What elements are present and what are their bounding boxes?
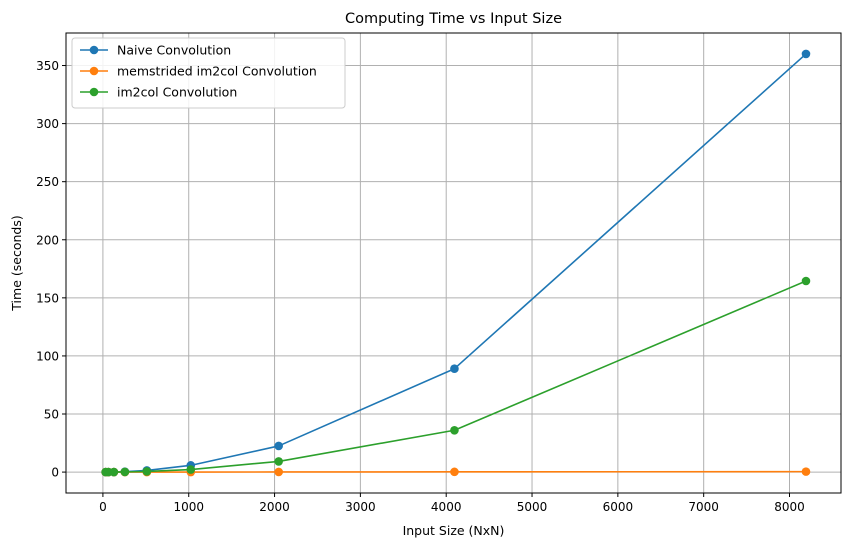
x-axis-label: Input Size (NxN): [403, 523, 505, 538]
x-tick-label: 0: [99, 500, 107, 514]
x-tick-label: 6000: [603, 500, 634, 514]
data-point: [274, 441, 283, 451]
chart-title: Computing Time vs Input Size: [345, 11, 562, 27]
y-axis-label: Time (seconds): [9, 215, 24, 311]
legend-item: im2col Convolution: [80, 85, 237, 100]
x-tick-label: 4000: [431, 500, 462, 514]
data-point: [450, 364, 459, 374]
legend-label: memstrided im2col Convolution: [117, 64, 317, 79]
x-tick-label: 2000: [259, 500, 290, 514]
legend-label: Naive Convolution: [117, 43, 231, 58]
data-point: [450, 425, 459, 435]
x-tick-label: 3000: [345, 500, 376, 514]
data-point: [274, 457, 283, 466]
data-point: [801, 276, 811, 286]
y-tick-label: 200: [36, 233, 59, 247]
data-point: [450, 467, 459, 477]
legend-swatch-marker: [89, 45, 99, 55]
y-tick-label: 150: [36, 291, 59, 305]
x-tick-label: 8000: [774, 500, 805, 514]
series-3: [101, 276, 811, 477]
y-tick-label: 250: [36, 175, 59, 189]
x-tick-label: 7000: [688, 500, 719, 514]
x-tick-label: 1000: [173, 500, 204, 514]
series-line: [105, 53, 807, 473]
y-axis-ticks: 0 50 100 150 200 250 300 350: [36, 59, 66, 480]
y-tick-label: 350: [36, 59, 59, 73]
y-tick-label: 50: [44, 408, 59, 422]
x-axis-ticks: 0 1000 2000 3000 4000 5000 6000 7000 8000: [99, 493, 805, 514]
x-tick-label: 5000: [517, 500, 548, 514]
legend-item: memstrided im2col Convolution: [80, 64, 317, 79]
data-point: [142, 467, 152, 476]
grid: [66, 33, 841, 493]
data-point: [186, 465, 196, 474]
series-line: [105, 280, 807, 473]
data-point: [109, 467, 119, 477]
data-point: [274, 467, 283, 477]
legend-swatch-marker: [89, 66, 99, 76]
legend-label: im2col Convolution: [117, 85, 237, 100]
y-tick-label: 300: [36, 117, 59, 131]
legend-frame: [71, 37, 346, 109]
y-tick-label: 0: [51, 466, 59, 480]
data-point: [120, 467, 130, 477]
data-point: [801, 49, 811, 59]
data-point: [801, 467, 811, 476]
y-tick-label: 100: [36, 349, 59, 363]
legend-swatch-marker: [89, 87, 99, 97]
legend-item: Naive Convolution: [80, 43, 231, 58]
legend: Naive Convolution memstrided im2col Convo…: [71, 37, 346, 109]
series-layer: [101, 49, 811, 477]
plot-frame: [65, 32, 842, 494]
